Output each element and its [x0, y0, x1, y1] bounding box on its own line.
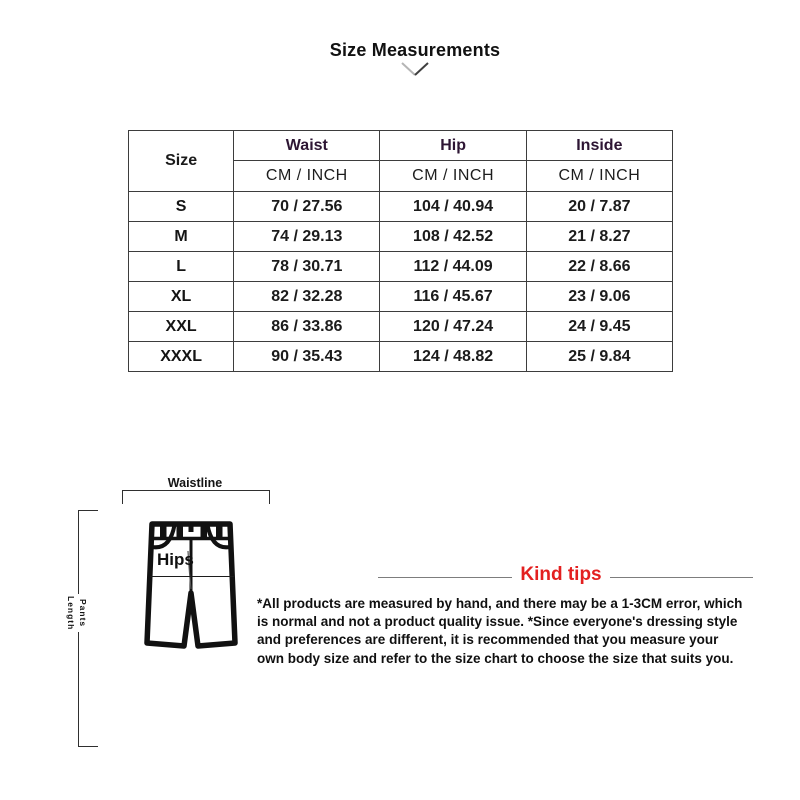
kind-tips-text: *All products are measured by hand, and …	[257, 596, 743, 666]
unit-label-inside: CM / INCH	[525, 160, 674, 192]
table-row: L 78 / 30.71 112 / 44.09 22 / 8.66	[127, 251, 674, 282]
kind-tips-heading: Kind tips	[520, 564, 602, 585]
inside-value: 22 / 8.66	[525, 251, 674, 282]
waistline-measure-bracket	[122, 490, 270, 504]
column-header-hip: Hip	[379, 130, 527, 161]
hip-value: 120 / 47.24	[379, 311, 527, 342]
table-row: M 74 / 29.13 108 / 42.52 21 / 8.27	[127, 221, 674, 252]
table-row: XL 82 / 32.28 116 / 45.67 23 / 9.06	[127, 281, 674, 312]
hips-label: Hips	[157, 550, 194, 569]
tips-divider-left	[378, 577, 512, 578]
inside-value: 20 / 7.87	[525, 191, 674, 222]
shorts-outline-icon	[144, 521, 238, 649]
column-header-inside: Inside	[525, 130, 674, 161]
table-row: S 70 / 27.56 104 / 40.94 20 / 7.87	[127, 191, 674, 222]
unit-label-hip: CM / INCH	[379, 160, 527, 192]
size-table: Size Waist Hip Inside CM / INCH CM / INC…	[127, 130, 674, 372]
size-label: XL	[127, 281, 235, 312]
table-unit-row: CM / INCH CM / INCH CM / INCH	[129, 160, 674, 192]
waist-value: 70 / 27.56	[233, 191, 381, 222]
waist-value: 90 / 35.43	[233, 341, 381, 372]
size-label: L	[127, 251, 235, 282]
inside-value: 25 / 9.84	[525, 341, 674, 372]
size-label: M	[127, 221, 235, 252]
hip-value: 124 / 48.82	[379, 341, 527, 372]
size-label: XXXL	[127, 341, 235, 372]
hips-measure-line	[150, 576, 234, 577]
waist-value: 86 / 33.86	[233, 311, 381, 342]
chevron-down-icon	[401, 62, 429, 76]
hip-value: 104 / 40.94	[379, 191, 527, 222]
size-column-header: Size	[127, 130, 235, 192]
page-title: Size Measurements	[329, 40, 501, 60]
pants-length-label: Pants Length	[63, 594, 89, 633]
waist-value: 78 / 30.71	[233, 251, 381, 282]
hip-value: 108 / 42.52	[379, 221, 527, 252]
waist-value: 74 / 29.13	[233, 221, 381, 252]
table-row: XXL 86 / 33.86 120 / 47.24 24 / 9.45	[127, 311, 674, 342]
inside-value: 24 / 9.45	[525, 311, 674, 342]
inside-value: 21 / 8.27	[525, 221, 674, 252]
inside-value: 23 / 9.06	[525, 281, 674, 312]
size-label: XXL	[127, 311, 235, 342]
waistline-label: Waistline	[167, 476, 223, 490]
tips-divider-right	[610, 577, 753, 578]
column-header-waist: Waist	[233, 130, 381, 161]
table-header-row: Size Waist Hip Inside	[127, 130, 674, 192]
unit-label-waist: CM / INCH	[233, 160, 381, 192]
waist-value: 82 / 32.28	[233, 281, 381, 312]
table-row: XXXL 90 / 35.43 124 / 48.82 25 / 9.84	[127, 341, 674, 372]
hip-value: 112 / 44.09	[379, 251, 527, 282]
size-label: S	[127, 191, 235, 222]
hip-value: 116 / 45.67	[379, 281, 527, 312]
